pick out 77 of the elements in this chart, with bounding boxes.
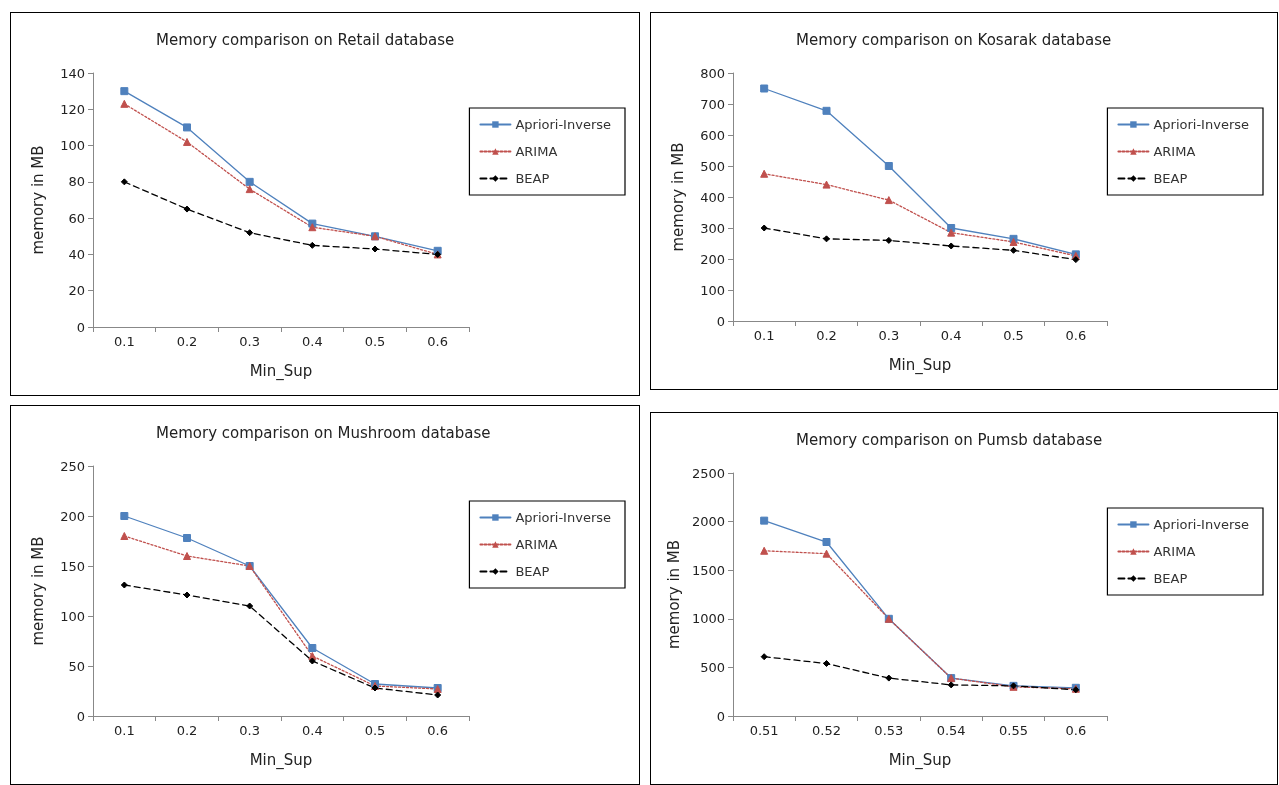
y-tick-label: 200 <box>700 251 725 267</box>
y-axis-title: memory in MB <box>668 142 687 252</box>
y-axis-title: memory in MB <box>28 536 47 646</box>
y-tick-label: 100 <box>60 608 85 624</box>
y-tick-label: 0 <box>716 313 725 329</box>
x-tick-label: 0.6 <box>1065 328 1087 343</box>
chart-title: Memory comparison on Retail database <box>156 30 455 49</box>
x-tick-label: 0.2 <box>176 723 198 738</box>
x-tick-label: 0.1 <box>113 723 135 738</box>
y-tick-label: 800 <box>700 65 725 81</box>
legend-label: Apriori-Inverse <box>1153 117 1250 132</box>
x-axis-title: Min_Sup <box>888 355 952 375</box>
legend-label: ARIMA <box>1153 144 1196 159</box>
y-tick-label: 0 <box>716 708 725 724</box>
y-tick-label: 80 <box>68 174 85 190</box>
x-tick-label: 0.3 <box>239 723 261 738</box>
legend-label: Apriori-Inverse <box>515 510 612 525</box>
x-axis-title: Min_Sup <box>249 750 313 770</box>
x-tick-label: 0.4 <box>301 723 323 738</box>
y-tick-label: 300 <box>700 220 725 236</box>
x-tick-label: 0.3 <box>239 334 261 349</box>
y-axis-title: memory in MB <box>664 539 683 650</box>
y-axis-title: memory in MB <box>28 145 47 255</box>
y-tick-label: 140 <box>60 65 85 81</box>
legend-label: BEAP <box>515 564 550 579</box>
chart-title: Memory comparison on Mushroom database <box>156 423 491 442</box>
y-tick-label: 400 <box>700 189 725 205</box>
x-axis-title: Min_Sup <box>249 361 313 381</box>
y-tick-label: 60 <box>68 210 85 226</box>
y-tick-label: 200 <box>60 508 85 524</box>
y-tick-label: 120 <box>60 101 85 117</box>
legend-label: ARIMA <box>515 537 558 552</box>
x-tick-label: 0.6 <box>427 334 449 349</box>
x-tick-label: 0.1 <box>753 328 775 343</box>
x-tick-label: 0.5 <box>1003 328 1024 343</box>
x-tick-label: 0.53 <box>874 723 904 738</box>
chart-title: Memory comparison on Pumsb database <box>796 430 1103 449</box>
x-tick-label: 0.52 <box>812 723 841 738</box>
y-tick-label: 700 <box>700 96 725 112</box>
x-tick-label: 0.3 <box>878 328 900 343</box>
y-tick-label: 100 <box>700 282 725 298</box>
y-tick-label: 2000 <box>691 514 725 530</box>
chart-title: Memory comparison on Kosarak database <box>796 30 1112 49</box>
x-tick-label: 0.2 <box>176 334 198 349</box>
x-tick-label: 0.54 <box>936 723 966 738</box>
x-tick-label: 0.6 <box>1065 723 1087 738</box>
y-tick-label: 0 <box>76 708 85 724</box>
y-tick-label: 2500 <box>691 465 725 481</box>
y-tick-label: 100 <box>60 138 85 154</box>
y-tick-label: 40 <box>68 246 85 262</box>
legend-label: BEAP <box>515 171 550 186</box>
y-tick-label: 0 <box>76 319 85 335</box>
legend-label: ARIMA <box>1153 544 1196 559</box>
y-tick-label: 150 <box>60 558 85 574</box>
legend-label: Apriori-Inverse <box>1153 517 1250 532</box>
y-tick-label: 250 <box>60 458 85 474</box>
y-tick-label: 1000 <box>691 611 725 627</box>
x-tick-label: 0.4 <box>940 328 962 343</box>
x-axis-title: Min_Sup <box>888 750 952 770</box>
x-tick-label: 0.4 <box>301 334 323 349</box>
x-tick-label: 0.5 <box>364 334 386 349</box>
legend-label: BEAP <box>1153 571 1188 586</box>
legend-label: BEAP <box>1153 171 1188 186</box>
x-tick-label: 0.51 <box>749 723 779 738</box>
legend-label: Apriori-Inverse <box>515 117 612 132</box>
x-tick-label: 0.55 <box>999 723 1028 738</box>
y-tick-label: 20 <box>68 283 85 299</box>
y-tick-label: 1500 <box>691 562 725 578</box>
y-tick-label: 500 <box>700 158 725 174</box>
y-tick-label: 600 <box>700 127 725 143</box>
x-tick-label: 0.2 <box>816 328 837 343</box>
x-tick-label: 0.1 <box>113 334 135 349</box>
y-tick-label: 50 <box>68 658 85 674</box>
y-tick-label: 500 <box>700 659 725 675</box>
legend-label: ARIMA <box>515 144 558 159</box>
x-tick-label: 0.6 <box>427 723 449 738</box>
x-tick-label: 0.5 <box>364 723 386 738</box>
